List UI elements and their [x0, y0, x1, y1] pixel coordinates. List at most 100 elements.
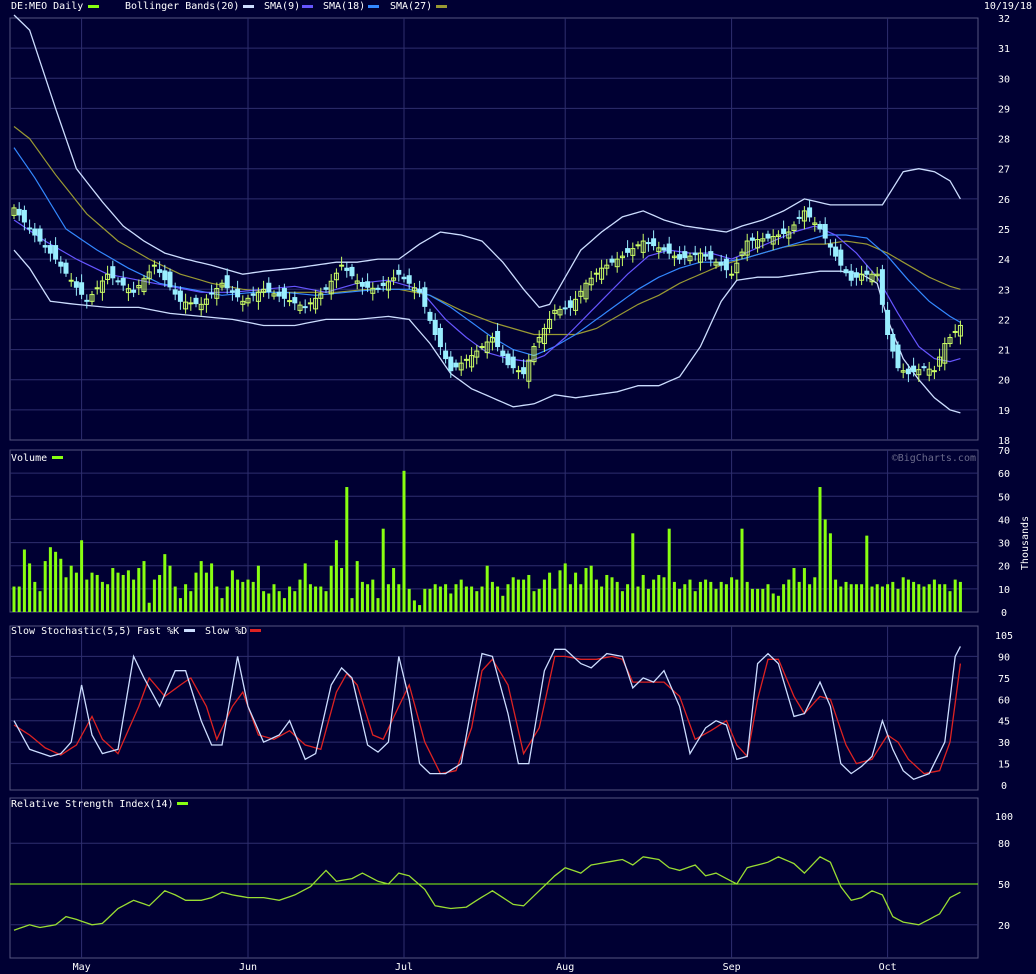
- candle-down: [796, 216, 802, 219]
- candle-down: [781, 228, 787, 235]
- volume-bar: [33, 581, 37, 612]
- candle-down: [417, 288, 423, 293]
- candle-down: [365, 281, 371, 288]
- price-ytick-label: 30: [998, 74, 1010, 85]
- volume-bar: [537, 588, 541, 612]
- volume-bar: [600, 586, 604, 612]
- candle-up: [313, 297, 319, 310]
- volume-bar: [54, 551, 58, 612]
- candle-down: [73, 281, 79, 288]
- candle-down: [838, 249, 844, 266]
- volume-ylabel: Thousands: [1020, 516, 1031, 570]
- rsi-ytick-label: 80: [998, 839, 1010, 850]
- volume-bar: [184, 584, 188, 612]
- volume-bar: [142, 561, 146, 612]
- volume-bar: [615, 581, 619, 612]
- volume-bar: [308, 584, 312, 612]
- volume-bar: [948, 591, 952, 612]
- candle-down: [703, 254, 709, 257]
- candle-down: [16, 208, 22, 216]
- volume-bar: [371, 579, 375, 612]
- candle-down: [375, 287, 381, 290]
- volume-bar: [631, 533, 635, 612]
- candle-up: [271, 293, 277, 297]
- volume-bar: [116, 572, 120, 612]
- candle-down: [276, 291, 282, 297]
- fast-k-label: Fast %K: [137, 626, 179, 637]
- sma18-label: SMA(18): [323, 1, 365, 12]
- fast-k-line: [13, 646, 961, 781]
- volume-bar: [761, 588, 765, 612]
- volume-bar: [80, 540, 84, 612]
- candle-down: [500, 350, 506, 357]
- candle-down: [625, 248, 631, 253]
- candle-up: [203, 298, 209, 305]
- volume-bar: [506, 584, 510, 612]
- volume-bar: [220, 598, 224, 612]
- volume-ytick-label: 60: [998, 469, 1010, 480]
- volume-bar: [251, 581, 255, 612]
- price-ytick-label: 25: [998, 225, 1010, 236]
- candle-up: [926, 368, 932, 376]
- volume-bar: [574, 572, 578, 612]
- volume-bar: [454, 584, 458, 612]
- candle-down: [885, 309, 891, 335]
- volume-bar: [74, 572, 78, 612]
- volume-bar: [548, 572, 552, 612]
- candle-up: [687, 255, 693, 262]
- volume-bar: [662, 577, 666, 612]
- stochastic-ytick-label: 90: [998, 652, 1010, 663]
- volume-bar: [194, 572, 198, 612]
- candle-down: [807, 207, 813, 218]
- stochastic-ytick-label: 75: [998, 674, 1010, 685]
- volume-bar: [646, 588, 650, 612]
- volume-ytick-label: 50: [998, 492, 1010, 503]
- candle-up: [729, 273, 735, 276]
- volume-bar: [210, 563, 214, 612]
- volume-bar: [230, 570, 234, 612]
- volume-bar: [766, 584, 770, 612]
- candle-up: [916, 369, 922, 376]
- candle-down: [708, 251, 714, 260]
- candle-down: [209, 292, 215, 295]
- volume-bar: [428, 588, 432, 612]
- volume-bar: [782, 584, 786, 612]
- candle-up: [99, 280, 105, 293]
- candle-up: [937, 356, 943, 367]
- volume-ytick-label: 20: [998, 562, 1010, 573]
- month-label: Jul: [395, 962, 413, 973]
- volume-bar: [501, 595, 505, 612]
- sma27-legend-swatch: [436, 5, 447, 8]
- volume-bar: [319, 586, 323, 612]
- volume-bar: [152, 579, 156, 612]
- volume-bar: [719, 581, 723, 612]
- candle-down: [495, 330, 501, 348]
- volume-bar: [345, 487, 349, 612]
- volume-bar: [407, 588, 411, 612]
- candle-up: [89, 294, 95, 302]
- candle-up: [328, 280, 334, 295]
- volume-bar: [475, 591, 479, 612]
- volume-bar: [823, 519, 827, 612]
- price-ytick-label: 20: [998, 376, 1010, 387]
- candle-down: [562, 307, 568, 310]
- candle-down: [380, 282, 386, 287]
- rsi-frame: [9, 797, 979, 959]
- volume-bar: [366, 584, 370, 612]
- candle-down: [427, 311, 433, 321]
- volume-bar: [496, 586, 500, 612]
- candle-down: [567, 300, 573, 308]
- candle-down: [651, 238, 657, 247]
- candle-down: [822, 223, 828, 239]
- candle-up: [458, 362, 464, 371]
- candle-up: [105, 273, 111, 280]
- volume-bar: [844, 581, 848, 612]
- volume-bar: [189, 591, 193, 612]
- volume-bar: [485, 565, 489, 612]
- price-ytick-label: 31: [998, 44, 1010, 55]
- candle-down: [853, 272, 859, 278]
- candle-up: [770, 236, 776, 245]
- candle-up: [146, 271, 152, 280]
- price-ytick-label: 21: [998, 346, 1010, 357]
- volume-bar: [808, 584, 812, 612]
